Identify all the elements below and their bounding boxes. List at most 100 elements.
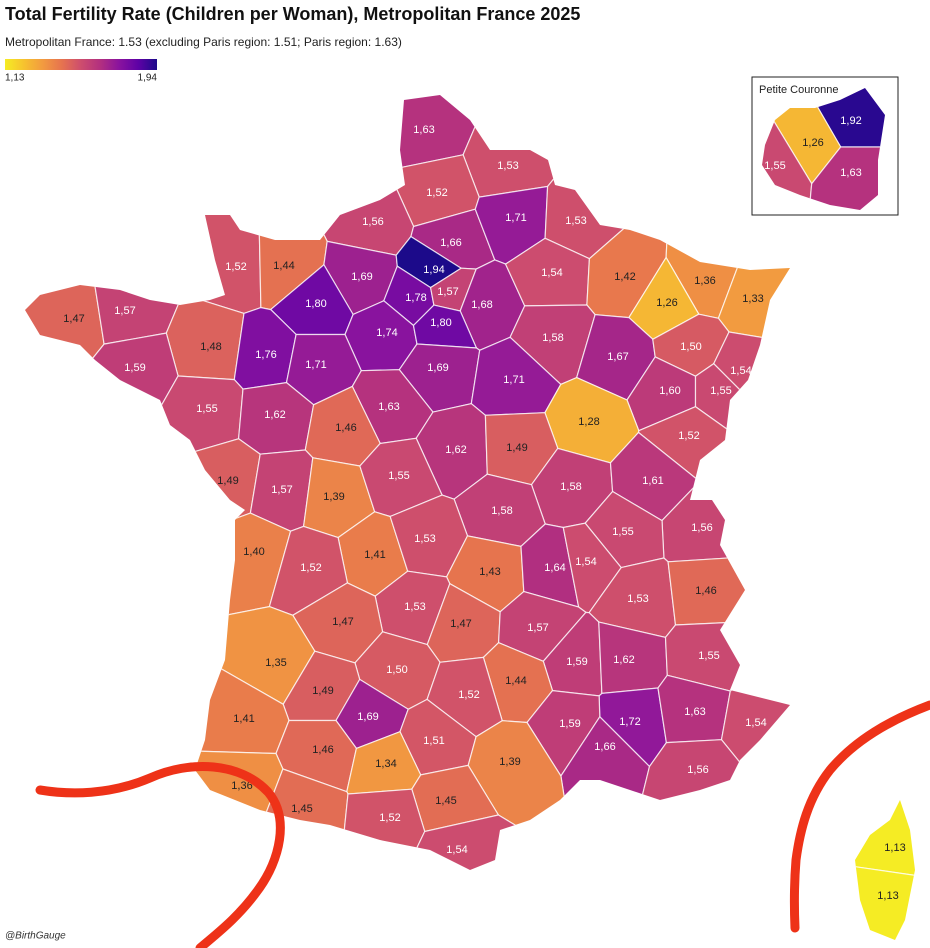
value-label: 1,56 [687, 764, 708, 776]
value-label: 1,53 [627, 593, 648, 605]
value-label: 1,54 [446, 844, 467, 856]
inset-title: Petite Couronne [759, 84, 839, 96]
value-label: 1,48 [200, 341, 221, 353]
value-label: 1,57 [114, 305, 135, 317]
value-label: 1,40 [243, 546, 264, 558]
value-label: 1,71 [505, 212, 526, 224]
value-label: 1,55 [710, 385, 731, 397]
value-label: 1,55 [388, 470, 409, 482]
value-label: 1,34 [375, 758, 396, 770]
credit: @BirthGauge [5, 931, 66, 942]
value-label: 1,33 [742, 293, 763, 305]
value-label: 1,39 [499, 756, 520, 768]
value-label: 1,52 [379, 812, 400, 824]
value-label: 1,61 [642, 475, 663, 487]
value-label: 1,76 [255, 349, 276, 361]
value-label: 1,50 [386, 664, 407, 676]
value-label: 1,41 [233, 713, 254, 725]
value-label: 1,52 [678, 430, 699, 442]
value-label: 1,57 [271, 484, 292, 496]
value-label: 1,94 [423, 264, 444, 276]
colorbar [5, 59, 157, 70]
value-label: 1,63 [413, 124, 434, 136]
value-label: 1,60 [659, 385, 680, 397]
value-label: 1,64 [544, 562, 565, 574]
value-label: 1,50 [680, 341, 701, 353]
value-label: 1,92 [840, 115, 861, 127]
value-label: 1,51 [423, 735, 444, 747]
title: Total Fertility Rate (Children per Woman… [5, 4, 580, 24]
value-label: 1,42 [614, 271, 635, 283]
value-label: 1,67 [607, 351, 628, 363]
value-label: 1,49 [312, 685, 333, 697]
value-label: 1,41 [364, 549, 385, 561]
value-label: 1,62 [264, 409, 285, 421]
value-label: 1,36 [231, 780, 252, 792]
value-label: 1,63 [684, 706, 705, 718]
value-label: 1,80 [430, 317, 451, 329]
colorbar-tick-label: 1,13 [5, 73, 25, 84]
value-label: 1,47 [63, 313, 84, 325]
value-label: 1,66 [440, 237, 461, 249]
value-label: 1,28 [578, 416, 599, 428]
value-label: 1,26 [802, 137, 823, 149]
value-label: 1,63 [840, 167, 861, 179]
value-label: 1,72 [619, 716, 640, 728]
value-label: 1,62 [613, 654, 634, 666]
value-label: 1,80 [305, 298, 326, 310]
value-label: 1,43 [479, 566, 500, 578]
value-label: 1,26 [656, 297, 677, 309]
value-label: 1,46 [335, 422, 356, 434]
value-label: 1,59 [124, 362, 145, 374]
value-label: 1,58 [542, 332, 563, 344]
annotation-stroke [35, 761, 285, 948]
value-label: 1,69 [357, 711, 378, 723]
subtitle: Metropolitan France: 1.53 (excluding Par… [5, 35, 402, 49]
value-label: 1,66 [594, 741, 615, 753]
value-label: 1,58 [491, 505, 512, 517]
value-label: 1,69 [427, 362, 448, 374]
value-label: 1,52 [426, 187, 447, 199]
value-label: 1,71 [305, 359, 326, 371]
value-label: 1,55 [698, 650, 719, 662]
value-label: 1,46 [695, 585, 716, 597]
value-label: 1,74 [376, 327, 397, 339]
value-label: 1,45 [435, 795, 456, 807]
value-label: 1,53 [497, 160, 518, 172]
value-label: 1,56 [362, 216, 383, 228]
value-label: 1,55 [612, 526, 633, 538]
value-label: 1,54 [575, 556, 596, 568]
value-label: 1,69 [351, 271, 372, 283]
value-label: 1,46 [312, 744, 333, 756]
value-label: 1,35 [265, 657, 286, 669]
value-label: 1,36 [694, 275, 715, 287]
value-label: 1,68 [471, 299, 492, 311]
colorbar-tick-label: 1,94 [138, 73, 158, 84]
value-label: 1,55 [196, 403, 217, 415]
value-label: 1,59 [559, 718, 580, 730]
value-label: 1,57 [437, 286, 458, 298]
value-label: 1,57 [527, 622, 548, 634]
value-label: 1,39 [323, 491, 344, 503]
value-label: 1,44 [505, 675, 526, 687]
value-label: 1,47 [450, 618, 471, 630]
value-label: 1,71 [503, 374, 524, 386]
value-label: 1,54 [745, 717, 766, 729]
value-label: 1,59 [566, 656, 587, 668]
value-label: 1,45 [291, 803, 312, 815]
value-label: 1,78 [405, 292, 426, 304]
department-labels: 1,63 1,53 1,52 1,56 1,66 1,71 1,53 1,52 1,44 1,69… [63, 124, 905, 902]
value-label: 1,53 [414, 533, 435, 545]
value-label: 1,52 [300, 562, 321, 574]
value-label: 1,62 [445, 444, 466, 456]
value-label: 1,54 [730, 365, 751, 377]
value-label: 1,54 [541, 267, 562, 279]
value-label: 1,53 [404, 601, 425, 613]
value-label: 1,44 [273, 260, 294, 272]
value-label: 1,52 [458, 689, 479, 701]
value-label: 1,56 [691, 522, 712, 534]
value-label: 1,63 [378, 401, 399, 413]
value-label: 1,47 [332, 616, 353, 628]
value-label: 1,49 [506, 442, 527, 454]
